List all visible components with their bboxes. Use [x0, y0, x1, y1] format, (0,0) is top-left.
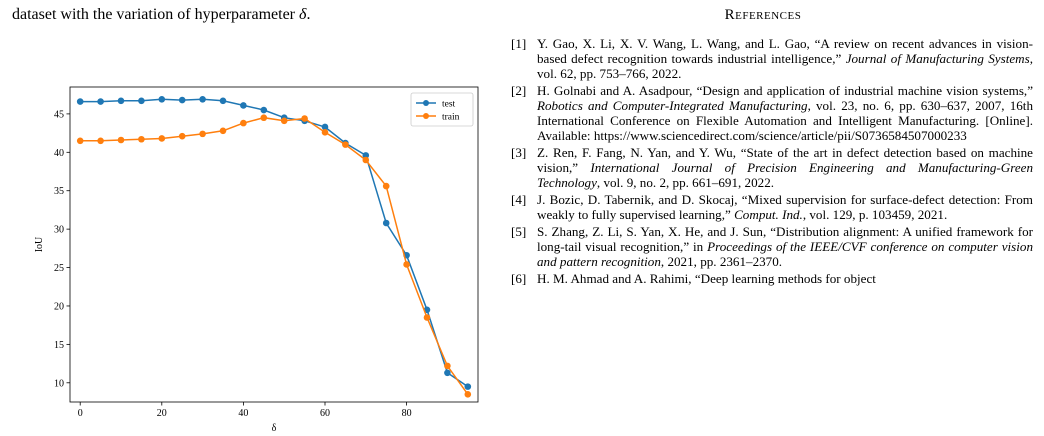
data-point-train: [321, 129, 329, 136]
data-point-train: [301, 115, 308, 122]
reference-item: [1] Y. Gao, X. Li, X. V. Wang, L. Wang, …: [511, 36, 1033, 81]
x-tick-label: 60: [320, 408, 330, 419]
data-point-train: [464, 391, 472, 398]
data-point-train: [178, 132, 186, 140]
reference-text: J. Bozic, D. Tabernik, and D. Skocaj, “M…: [537, 192, 1033, 222]
data-point-train: [342, 141, 349, 148]
reference-number: [6]: [511, 271, 527, 286]
reference-item: [4] J. Bozic, D. Tabernik, and D. Skocaj…: [511, 192, 1033, 222]
reference-text: Y. Gao, X. Li, X. V. Wang, L. Wang, and …: [537, 36, 1033, 81]
data-point-test: [117, 97, 125, 105]
series-line-train: [80, 116, 469, 395]
data-point-train: [158, 135, 166, 142]
references-list: [1] Y. Gao, X. Li, X. V. Wang, L. Wang, …: [511, 36, 1033, 288]
x-axis-label: δ: [272, 423, 277, 434]
reference-text: H. Golnabi and A. Asadpour, “Design and …: [537, 83, 1033, 143]
data-point-train: [280, 117, 288, 125]
reference-text: S. Zhang, Z. Li, S. Yan, X. He, and J. S…: [537, 224, 1033, 269]
data-point-train: [362, 156, 370, 164]
data-point-train: [117, 136, 125, 144]
reference-item: [2] H. Golnabi and A. Asadpour, “Design …: [511, 83, 1033, 143]
data-point-test: [199, 95, 206, 103]
data-point-train: [97, 137, 104, 145]
data-point-test: [219, 97, 227, 105]
reference-text: H. M. Ahmad and A. Rahimi, “Deep learnin…: [537, 271, 876, 286]
plot-frame: [69, 86, 479, 403]
data-point-test: [444, 369, 451, 377]
data-point-train: [403, 261, 410, 268]
y-tick-label: 40: [54, 148, 64, 159]
y-tick-label: 30: [54, 225, 64, 236]
data-point-train: [240, 119, 247, 127]
legend-marker-train: [423, 113, 429, 119]
data-point-test: [178, 96, 186, 104]
data-point-train: [76, 137, 84, 145]
data-point-test: [260, 106, 268, 114]
data-point-train: [199, 130, 206, 138]
series-line-test: [80, 98, 469, 388]
y-tick-label: 35: [54, 186, 64, 197]
data-point-train: [444, 362, 451, 370]
y-tick-label: 25: [54, 263, 64, 274]
data-point-test: [464, 383, 472, 390]
x-tick-label: 0: [78, 408, 83, 419]
y-tick-label: 10: [54, 378, 64, 389]
caption-text: dataset with the variation of hyperparam…: [12, 6, 299, 23]
reference-item: [6] H. M. Ahmad and A. Rahimi, “Deep lea…: [511, 271, 1033, 286]
data-point-test: [97, 98, 104, 105]
legend-marker-test: [423, 100, 429, 106]
data-point-train: [138, 135, 145, 143]
references-heading: References: [724, 7, 802, 23]
reference-number: [1]: [511, 36, 527, 51]
reference-number: [5]: [511, 224, 527, 239]
reference-item: [3] Z. Ren, F. Fang, N. Yan, and Y. Wu, …: [511, 145, 1033, 190]
data-point-train: [260, 114, 268, 122]
reference-number: [4]: [511, 192, 527, 207]
figure-caption-tail: dataset with the variation of hyperparam…: [12, 6, 310, 24]
data-point-test: [240, 102, 247, 109]
y-tick-label: 15: [54, 340, 64, 351]
x-tick-label: 80: [402, 408, 412, 419]
caption-period: .: [306, 6, 311, 23]
legend-label-test: test: [442, 100, 456, 110]
data-point-test: [76, 98, 84, 105]
data-point-test: [382, 219, 390, 227]
y-tick-label: 20: [54, 301, 64, 312]
y-tick-label: 45: [54, 109, 64, 120]
caption-symbol: δ: [299, 6, 307, 23]
data-point-train: [219, 127, 227, 135]
data-point-train: [382, 182, 390, 190]
reference-number: [3]: [511, 145, 527, 160]
data-point-test: [158, 95, 166, 103]
data-point-test: [138, 97, 145, 105]
legend-label-train: train: [442, 113, 460, 123]
reference-text: Z. Ren, F. Fang, N. Yan, and Y. Wu, “Sta…: [537, 145, 1034, 190]
data-point-test: [362, 152, 370, 159]
x-tick-label: 40: [238, 408, 248, 419]
reference-item: [5] S. Zhang, Z. Li, S. Yan, X. He, and …: [511, 224, 1033, 269]
data-point-test: [321, 123, 329, 131]
iou-vs-delta-chart: 0 20 40 60 80 10 15 20 25 30 35 40 45 δ IoU test train: [34, 86, 479, 434]
data-point-train: [423, 314, 431, 321]
reference-number: [2]: [511, 83, 527, 98]
x-tick-label: 20: [157, 408, 167, 419]
y-axis-label: IoU: [34, 236, 45, 252]
